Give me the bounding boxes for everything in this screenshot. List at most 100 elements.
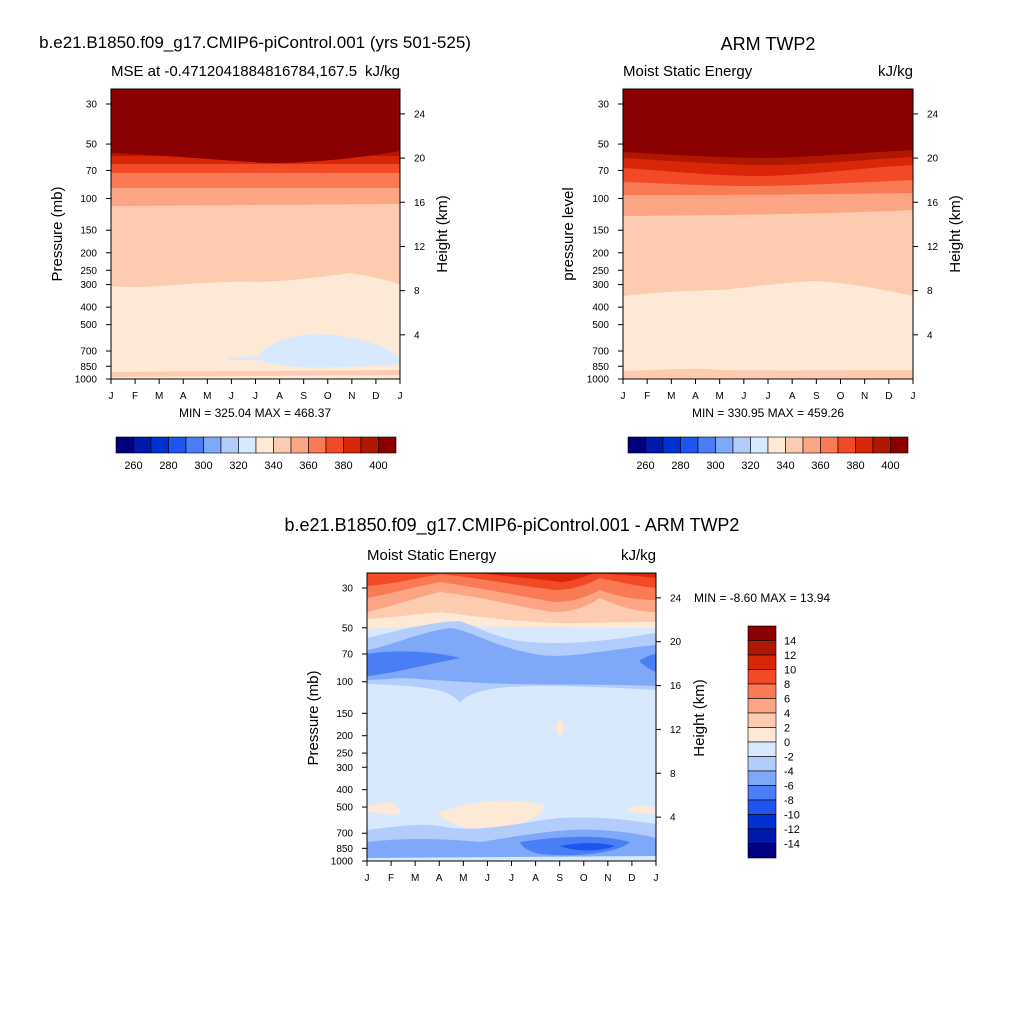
colorbar-label: 12 — [784, 650, 796, 662]
panel-model: b.e21.B1850.f09_g17.CMIP6-piControl.001 … — [39, 33, 471, 420]
y-tick-label: 700 — [336, 829, 353, 840]
x-tick-label: J — [766, 391, 771, 402]
panel-diff-y-axis-label: Pressure (mb) — [305, 670, 322, 765]
y-tick-label: 850 — [336, 844, 353, 855]
colorbar-swatch — [747, 785, 777, 801]
y-tick-label: 400 — [592, 303, 609, 314]
x-tick-label: F — [388, 873, 394, 884]
x-tick-label: J — [485, 873, 490, 884]
x-tick-label: J — [509, 873, 514, 884]
colorbar-swatch — [238, 436, 257, 454]
y-tick-label: 1000 — [587, 375, 610, 386]
panel-obs-axes: J F M A M J J A S O N D J 30 50 70 100 150 200 250 300 400 500… — [587, 100, 939, 403]
y-tick-label: 700 — [80, 347, 97, 358]
colorbar-swatch — [645, 436, 664, 454]
colorbar-swatch — [747, 814, 777, 830]
x-tick-label: O — [324, 391, 332, 402]
colorbar-swatch — [133, 436, 152, 454]
x-tick-label: J — [398, 391, 403, 402]
colorbar-swatch — [890, 436, 909, 454]
colorbar-label: -6 — [784, 781, 794, 793]
y-tick-label: 850 — [592, 362, 609, 373]
x-tick-label: S — [556, 873, 563, 884]
panel-obs-units-label: kJ/kg — [878, 63, 913, 80]
colorbar-label: 360 — [811, 460, 829, 472]
colorbar-swatch — [820, 436, 839, 454]
y-tick-label: 150 — [80, 226, 97, 237]
y-tick-label: 500 — [592, 320, 609, 331]
colorbar-label: 2 — [784, 723, 790, 735]
colorbar-swatch — [747, 669, 777, 685]
y-tick-label: 850 — [80, 362, 97, 373]
x-tick-label: S — [813, 391, 820, 402]
colorbar-label: 300 — [706, 460, 724, 472]
colorbar-swatch — [732, 436, 751, 454]
panel-obs-y2-axis-label: Height (km) — [947, 195, 964, 273]
colorbar-swatch — [785, 436, 804, 454]
y-tick-label: 30 — [598, 100, 610, 111]
y-tick-label: 150 — [336, 709, 353, 720]
y-tick-label: 50 — [598, 140, 610, 151]
panel-obs-variable-label: Moist Static Energy — [623, 63, 753, 80]
colorbar-label: 380 — [334, 460, 352, 472]
panel-obs-stats: MIN = 330.95 MAX = 459.26 — [692, 406, 844, 420]
y-tick-label: 70 — [342, 649, 354, 660]
y2-tick-label: 12 — [927, 242, 939, 253]
y-tick-label: 250 — [80, 266, 97, 277]
colorbar-swatch — [747, 727, 777, 743]
colorbar-label: 340 — [776, 460, 794, 472]
x-tick-label: F — [644, 391, 650, 402]
colorbar-label: 380 — [846, 460, 864, 472]
y-tick-label: 700 — [592, 347, 609, 358]
panel-obs: ARM TWP2 Moist Static Energy kJ/kg press… — [560, 34, 964, 420]
y-tick-label: 300 — [336, 763, 353, 774]
colorbar-swatch — [150, 436, 169, 454]
colorbar-swatch — [747, 698, 777, 714]
panel-model-stats: MIN = 325.04 MAX = 468.37 — [179, 406, 331, 420]
y-tick-label: 200 — [592, 248, 609, 259]
y-tick-label: 30 — [86, 100, 98, 111]
x-tick-label: O — [580, 873, 588, 884]
colorbar-swatch — [185, 436, 204, 454]
colorbar-swatch — [747, 625, 777, 641]
colorbar-label: 0 — [784, 737, 790, 749]
colorbar-swatch — [325, 436, 344, 454]
x-tick-label: J — [229, 391, 234, 402]
y-tick-label: 100 — [80, 194, 97, 205]
x-tick-label: S — [300, 391, 307, 402]
x-tick-label: J — [109, 391, 114, 402]
colorbar-swatch — [747, 770, 777, 786]
panel-model-title: b.e21.B1850.f09_g17.CMIP6-piControl.001 … — [39, 33, 471, 52]
x-tick-label: A — [436, 873, 443, 884]
x-tick-label: J — [911, 391, 916, 402]
colorbar-swatch — [715, 436, 734, 454]
x-tick-label: J — [654, 873, 659, 884]
panel-diff-contour-fill — [367, 573, 656, 861]
colorbar-swatch — [855, 436, 874, 454]
y-tick-label: 150 — [592, 226, 609, 237]
y2-tick-label: 20 — [927, 154, 939, 165]
x-tick-label: J — [741, 391, 746, 402]
x-tick-label: F — [132, 391, 138, 402]
colorbar-label: 340 — [264, 460, 282, 472]
colorbar-label: -14 — [784, 839, 800, 851]
y2-tick-label: 24 — [670, 593, 682, 604]
colorbar-label: 280 — [671, 460, 689, 472]
x-tick-label: A — [789, 391, 796, 402]
colorbar-label: 8 — [784, 679, 790, 691]
y2-tick-label: 4 — [670, 813, 676, 824]
colorbar-swatch — [747, 828, 777, 844]
panel-diff: b.e21.B1850.f09_g17.CMIP6-piControl.001 … — [285, 515, 831, 884]
colorbar-label: -12 — [784, 824, 800, 836]
x-tick-label: A — [276, 391, 283, 402]
y-tick-label: 300 — [592, 280, 609, 291]
y-tick-label: 400 — [336, 785, 353, 796]
colorbar-swatch — [662, 436, 681, 454]
colorbar-swatch — [360, 436, 379, 454]
panel-diff-units-label: kJ/kg — [621, 547, 656, 564]
panel-model-units-label: kJ/kg — [365, 63, 400, 80]
y2-tick-label: 12 — [414, 242, 426, 253]
x-tick-label: D — [628, 873, 635, 884]
panel-model-variable-label: MSE at -0.4712041884816784,167.5 — [111, 63, 357, 80]
colorbar-swatch — [627, 436, 646, 454]
